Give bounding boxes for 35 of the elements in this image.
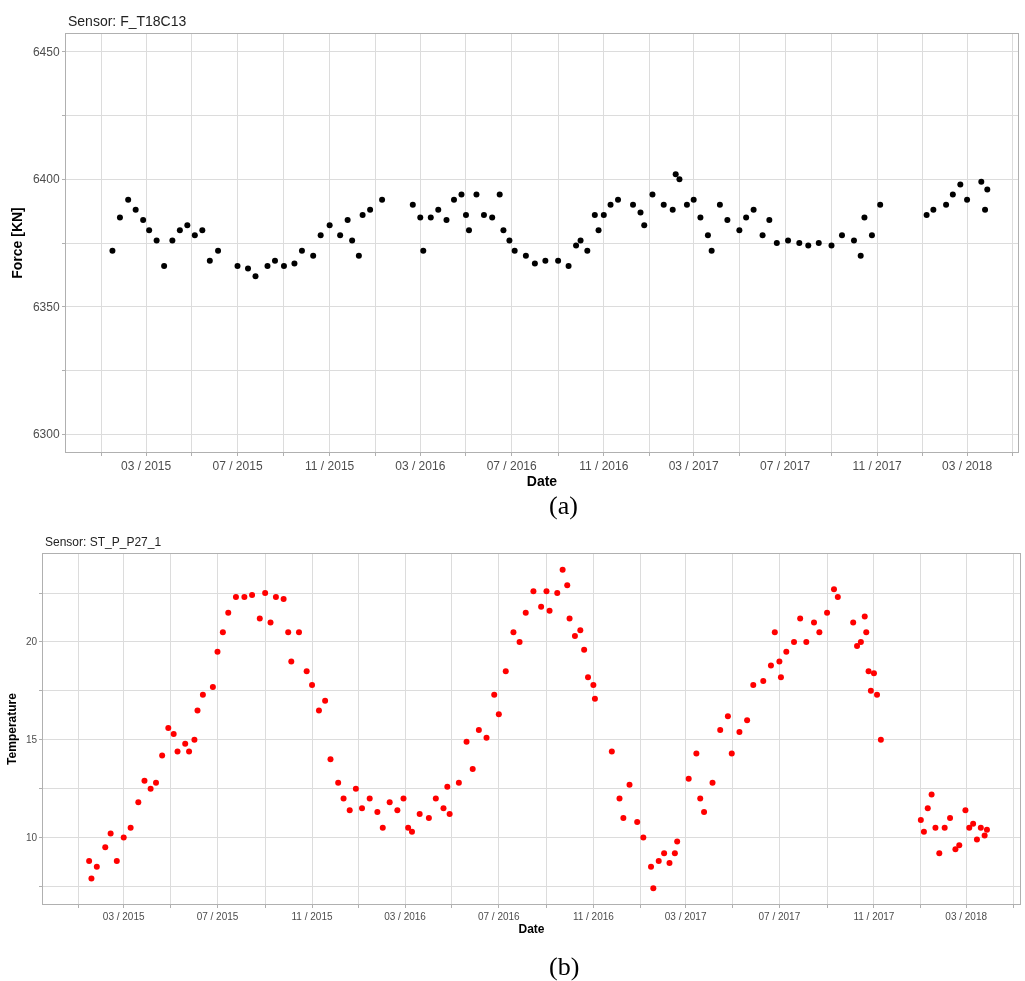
x-tick-label: 11 / 2015 xyxy=(291,911,333,922)
x-tick-label: 07 / 2015 xyxy=(196,911,239,922)
x-tick-label: 03 / 2017 xyxy=(664,911,707,922)
x-tick-label: 03 / 2015 xyxy=(121,459,172,474)
x-tick-label: 07 / 2015 xyxy=(212,459,263,474)
x-tick-label: 03 / 2016 xyxy=(384,911,427,922)
x-tick-label: 07 / 2016 xyxy=(486,459,538,474)
y-tick-label: 6350 xyxy=(32,299,60,314)
chart-title: Sensor: F_T18C13 xyxy=(68,13,187,29)
x-axis-title: Date xyxy=(526,473,558,490)
x-axis-title: Date xyxy=(518,922,545,936)
x-tick-label: 07 / 2017 xyxy=(758,911,801,922)
y-tick-label: 6400 xyxy=(32,172,60,187)
x-tick-label: 07 / 2016 xyxy=(477,911,521,922)
x-tick-label: 03 / 2016 xyxy=(395,459,446,474)
x-tick-label: 07 / 2017 xyxy=(760,459,811,474)
y-tick-label: 20 xyxy=(25,636,38,648)
x-tick-label: 03 / 2018 xyxy=(945,911,988,922)
x-tick-label: 03 / 2018 xyxy=(942,459,993,474)
y-axis-title: Temperature xyxy=(5,692,20,765)
y-tick-label: 6450 xyxy=(32,45,60,60)
x-tick-label: 03 / 2015 xyxy=(102,911,145,922)
chart-title: Sensor: ST_P_P27_1 xyxy=(45,535,162,549)
y-tick-label: 10 xyxy=(25,832,38,844)
text: (a) xyxy=(549,491,578,520)
x-tick-label: 11 / 2017 xyxy=(853,911,895,922)
y-tick-label: 6300 xyxy=(32,427,60,442)
y-tick-label: 15 xyxy=(25,734,38,746)
y-axis-title: Force [KN] xyxy=(9,207,26,279)
x-tick-label: 11 / 2017 xyxy=(852,459,903,474)
x-tick-label: 11 / 2016 xyxy=(572,911,615,922)
x-tick-label: 11 / 2015 xyxy=(305,459,355,474)
x-tick-label: 11 / 2016 xyxy=(579,459,629,474)
x-tick-label: 03 / 2017 xyxy=(668,459,720,474)
text: (b) xyxy=(549,952,580,981)
